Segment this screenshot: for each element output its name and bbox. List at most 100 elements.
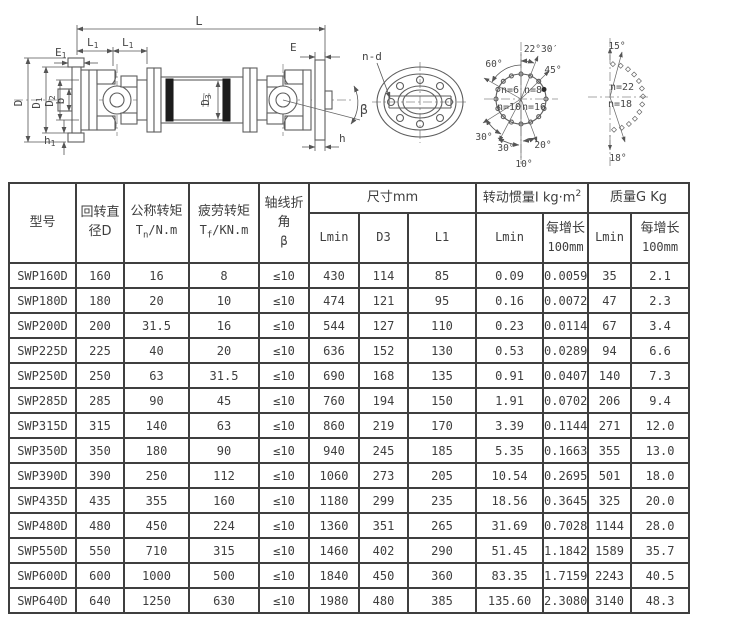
table-cell: 265	[406, 512, 478, 539]
table-cell: 135	[406, 362, 478, 389]
technical-drawing: β L L1 L1 E1 E D D1	[12, 14, 648, 170]
table-cell: 630	[188, 587, 260, 614]
table-cell: 1144	[587, 512, 633, 539]
table-cell: 45	[188, 387, 260, 414]
table-cell: 40	[123, 337, 190, 364]
table-row: SWP640D 640 1250 630 ≤10 1980 480 385 135.60 2.30…	[8, 587, 691, 614]
table-cell: 3.39	[475, 412, 545, 439]
table-cell: 8	[188, 262, 260, 289]
table-row: SWP390D 390 250 112 ≤10 1060 273 205 10.54 0.2695…	[8, 462, 691, 489]
table-row: SWP200D 200 31.5 16 ≤10 544 127 110 0.23 0.0114 67…	[8, 312, 691, 339]
pattern2-holes	[609, 61, 646, 133]
table-cell: 1250	[123, 587, 190, 614]
table-cell: 636	[308, 337, 360, 364]
table-cell: 1000	[123, 562, 190, 589]
dim-label-L1-left: L1	[87, 36, 99, 50]
table-cell: 219	[358, 412, 409, 439]
table-cell: 0.3645	[542, 487, 590, 514]
table-cell: 2.3	[630, 287, 691, 314]
table-cell: SWP390D	[8, 462, 77, 489]
table-cell: 402	[358, 537, 409, 564]
dim-label-n-d: n-d	[362, 50, 382, 63]
table-cell: 12.0	[630, 412, 691, 439]
table-cell: ≤10	[258, 287, 310, 314]
table-cell: 152	[358, 337, 409, 364]
dim-label-E: E	[290, 41, 297, 54]
table-cell: 83.35	[475, 562, 545, 589]
table-cell: 0.1663	[542, 437, 590, 464]
table-cell: 385	[406, 587, 478, 614]
table-cell: 16	[123, 262, 190, 289]
table-cell: 205	[406, 462, 478, 489]
dim-label-h1: h1	[44, 134, 56, 148]
pattern1-label-60: 60°	[485, 59, 502, 70]
table-cell: 130	[406, 337, 478, 364]
table-cell: 1.1842	[542, 537, 590, 564]
table-cell: 290	[406, 537, 478, 564]
table-cell: 500	[188, 562, 260, 589]
table-cell: 480	[358, 587, 409, 614]
table-cell: 35	[587, 262, 633, 289]
bolt-pattern-diagram-2: 15° n=22 n=18 18°	[588, 38, 648, 168]
table-cell: 390	[75, 462, 125, 489]
table-cell: SWP435D	[8, 487, 77, 514]
shaft-side-view: β	[14, 57, 368, 143]
table-cell: 94	[587, 337, 633, 364]
table-cell: ≤10	[258, 487, 310, 514]
table-cell: SWP315D	[8, 412, 77, 439]
pattern1-label-30a: 30°	[475, 132, 492, 143]
table-row: SWP550D 550 710 315 ≤10 1460 402 290 51.45 1.1842…	[8, 537, 691, 564]
table-cell: 168	[358, 362, 409, 389]
table-cell: 51.45	[475, 537, 545, 564]
table-cell: 435	[75, 487, 125, 514]
table-cell: 501	[587, 462, 633, 489]
table-cell: SWP200D	[8, 312, 77, 339]
table-cell: 235	[406, 487, 478, 514]
table-cell: 1589	[587, 537, 633, 564]
table-cell: 185	[406, 437, 478, 464]
table-row: SWP315D 315 140 63 ≤10 860 219 170 3.39 0.1144 271…	[8, 412, 691, 439]
table-cell: 150	[406, 387, 478, 414]
table-cell: 271	[587, 412, 633, 439]
table-cell: 160	[188, 487, 260, 514]
dim-label-E1: E1	[55, 46, 67, 60]
table-cell: 1.7159	[542, 562, 590, 589]
table-cell: 710	[123, 537, 190, 564]
table-cell: 16	[188, 312, 260, 339]
group-header-size: 尺寸mm	[307, 182, 478, 214]
table-cell: 9.4	[630, 387, 691, 414]
table-cell: 0.0059	[542, 262, 590, 289]
table-cell: 860	[308, 412, 360, 439]
col-header-per-100mm-mass: 每增长 100mm	[630, 212, 691, 264]
table-cell: 1460	[308, 537, 360, 564]
table-cell: ≤10	[258, 312, 310, 339]
table-cell: 550	[75, 537, 125, 564]
col-header-l1: L1	[406, 212, 478, 264]
table-cell: 31.5	[123, 312, 190, 339]
table-cell: 2.1	[630, 262, 691, 289]
table-cell: 600	[75, 562, 125, 589]
table-cell: 0.09	[475, 262, 545, 289]
dim-label-h: h	[339, 132, 346, 145]
table-cell: SWP160D	[8, 262, 77, 289]
pattern2-label-n18: n=18	[608, 99, 632, 110]
col-header-per-100mm-inertia: 每增长 100mm	[542, 212, 590, 264]
table-cell: 224	[188, 512, 260, 539]
pattern1-label-n10: n=10	[497, 102, 521, 113]
dim-label-L1-right: L1	[122, 36, 134, 50]
dimension-lines: L L1 L1 E1 E D D1 D2 b	[12, 14, 346, 155]
table-cell: 0.53	[475, 337, 545, 364]
table-cell: 0.23	[475, 312, 545, 339]
col-header-fatigue-torque: 疲劳转矩 Tf/KN.m	[188, 182, 260, 264]
table-cell: 315	[188, 537, 260, 564]
spec-table: 型号 回转直 径D 公称转矩 Tn/N.m 疲劳转矩 Tf/KN.m 轴线折角 β …	[8, 182, 691, 614]
table-cell: 351	[358, 512, 409, 539]
table-cell: 1360	[308, 512, 360, 539]
table-cell: ≤10	[258, 337, 310, 364]
table-cell: ≤10	[258, 462, 310, 489]
pattern1-label-45: 45°	[544, 65, 561, 76]
table-cell: 18.0	[630, 462, 691, 489]
tube-ring	[222, 78, 231, 122]
dim-label-L: L	[195, 14, 202, 28]
